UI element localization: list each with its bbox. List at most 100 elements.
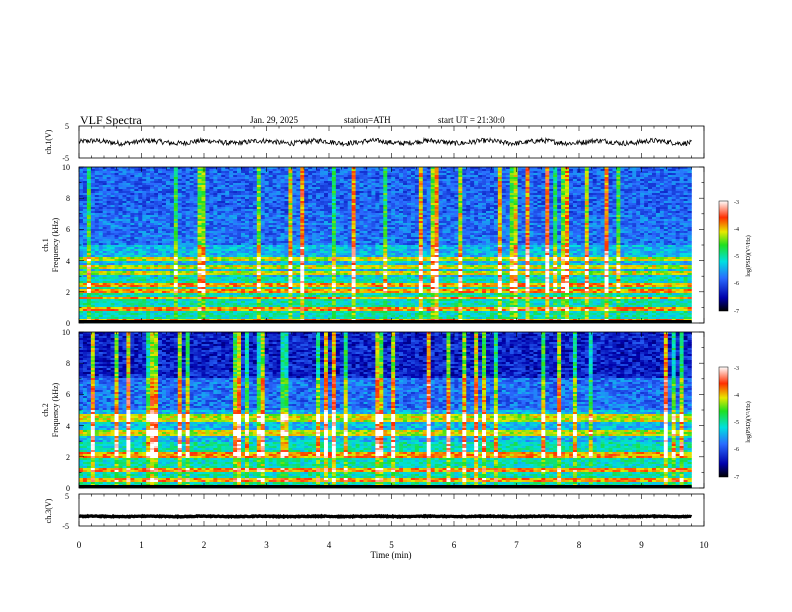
- spectrogram-cell: [541, 185, 546, 188]
- spectrogram-cell: [533, 179, 538, 182]
- spectrogram-cell: [118, 221, 123, 224]
- spectrogram-cell: [426, 203, 431, 206]
- spectrogram-cell: [94, 197, 100, 200]
- spectrogram-cell: [154, 225, 159, 228]
- spectrogram-cell: [248, 225, 254, 228]
- spectrogram-cell: [367, 219, 372, 222]
- spectrogram-cell: [525, 177, 530, 180]
- spectrogram-cell: [517, 169, 522, 172]
- spectrogram-cell: [335, 209, 341, 212]
- spectrogram-cell: [359, 195, 364, 198]
- spectrogram-cell: [244, 179, 250, 182]
- spectrogram-cell: [442, 209, 447, 212]
- spectrogram-cell: [580, 225, 586, 228]
- spectrogram-cell: [114, 173, 119, 176]
- spectrogram-cell: [359, 211, 364, 214]
- spectrogram-cell: [624, 167, 629, 170]
- spectrogram-cell: [130, 211, 135, 214]
- spectrogram-cell: [513, 209, 518, 212]
- spectrogram-cell: [549, 207, 554, 210]
- spectrogram-cell: [383, 211, 388, 214]
- spectrogram-cell: [169, 183, 175, 186]
- spectrogram-cell: [489, 189, 495, 192]
- spectrogram-cell: [545, 177, 550, 180]
- spectrogram-cell: [596, 181, 601, 184]
- spectrogram-cell: [304, 203, 309, 206]
- spectrogram-cell: [572, 227, 578, 230]
- spectrogram-cell: [596, 221, 601, 224]
- spectrogram-cell: [272, 187, 277, 190]
- spectrogram-cell: [213, 213, 218, 216]
- spectrogram-cell: [221, 205, 226, 208]
- spectrogram-cell: [545, 167, 550, 170]
- spectrogram-cell: [442, 195, 447, 198]
- spectrogram-cell: [655, 167, 661, 170]
- spectrogram-cell: [158, 175, 163, 178]
- spectrogram-cell: [150, 167, 155, 170]
- spectrogram-cell: [454, 167, 459, 170]
- spectrogram-cell: [659, 207, 665, 210]
- spectrogram-cell: [367, 229, 372, 232]
- spectrogram-cell: [304, 197, 309, 200]
- spectrogram-cell: [588, 177, 594, 180]
- spectrogram-cell: [371, 223, 376, 226]
- spectrogram-cell: [663, 197, 669, 200]
- spectrogram-cell: [537, 191, 542, 194]
- spectrogram-cell: [588, 187, 594, 190]
- spectrogram-cell: [644, 179, 649, 182]
- spectrogram-cell: [237, 203, 242, 206]
- spectrogram-cell: [462, 191, 467, 194]
- spectrogram-cell: [343, 173, 349, 176]
- spectrogram-cell: [138, 175, 143, 178]
- spectrogram-cell: [596, 223, 601, 226]
- spectrogram-cell: [79, 225, 84, 228]
- spectrogram-cell: [659, 199, 665, 202]
- spectrogram-cell: [217, 227, 222, 230]
- spectrogram-cell: [268, 201, 273, 204]
- spectrogram-cell: [86, 177, 92, 180]
- spectrogram-cell: [312, 201, 317, 204]
- spectrogram-cell: [505, 215, 511, 218]
- spectrogram-cell: [229, 207, 234, 210]
- spectrogram-cell: [272, 225, 277, 228]
- spectrogram-cell: [640, 203, 645, 206]
- spectrogram-cell: [158, 187, 163, 190]
- spectrogram-cell: [462, 195, 467, 198]
- spectrogram-cell: [114, 169, 119, 172]
- spectrogram-cell: [122, 221, 127, 224]
- spectrogram-cell: [675, 207, 680, 210]
- spectrogram-cell: [193, 183, 198, 186]
- spectrogram-cell: [272, 181, 277, 184]
- spectrogram-cell: [442, 207, 447, 210]
- spectrogram-cell: [667, 199, 673, 202]
- spectrogram-cell: [241, 227, 246, 230]
- spectrogram-cell: [324, 183, 329, 186]
- spectrogram-cell: [399, 199, 404, 202]
- spectrogram-cell: [565, 191, 570, 194]
- spectrogram-cell: [347, 217, 352, 220]
- spectrogram-cell: [640, 213, 645, 216]
- spectrogram-cell: [561, 183, 566, 186]
- spectrogram-cell: [343, 185, 349, 188]
- spectrogram-cell: [454, 203, 459, 206]
- spectrogram-cell: [410, 211, 416, 214]
- spectrogram-cell: [312, 217, 317, 220]
- spectrogram-cell: [438, 185, 443, 188]
- spectrogram-cell: [608, 187, 613, 190]
- spectrogram-cell: [478, 225, 483, 228]
- spectrogram-cell: [545, 209, 550, 212]
- spectrogram-cell: [576, 211, 582, 214]
- spectrogram-cell: [225, 217, 230, 220]
- spectrogram-cell: [268, 229, 273, 232]
- spectrogram-cell: [493, 187, 499, 190]
- spectrogram-cell: [549, 169, 554, 172]
- spectrogram-cell: [82, 195, 88, 198]
- spectrogram-cell: [304, 171, 309, 174]
- spectrogram-cell: [379, 197, 384, 200]
- spectrogram-cell: [161, 167, 167, 170]
- spectrogram-cell: [379, 217, 384, 220]
- spectrogram-cell: [620, 177, 625, 180]
- spectrogram-cell: [316, 221, 321, 224]
- spectrogram-cell: [284, 221, 289, 224]
- spectrogram-cell: [300, 185, 305, 188]
